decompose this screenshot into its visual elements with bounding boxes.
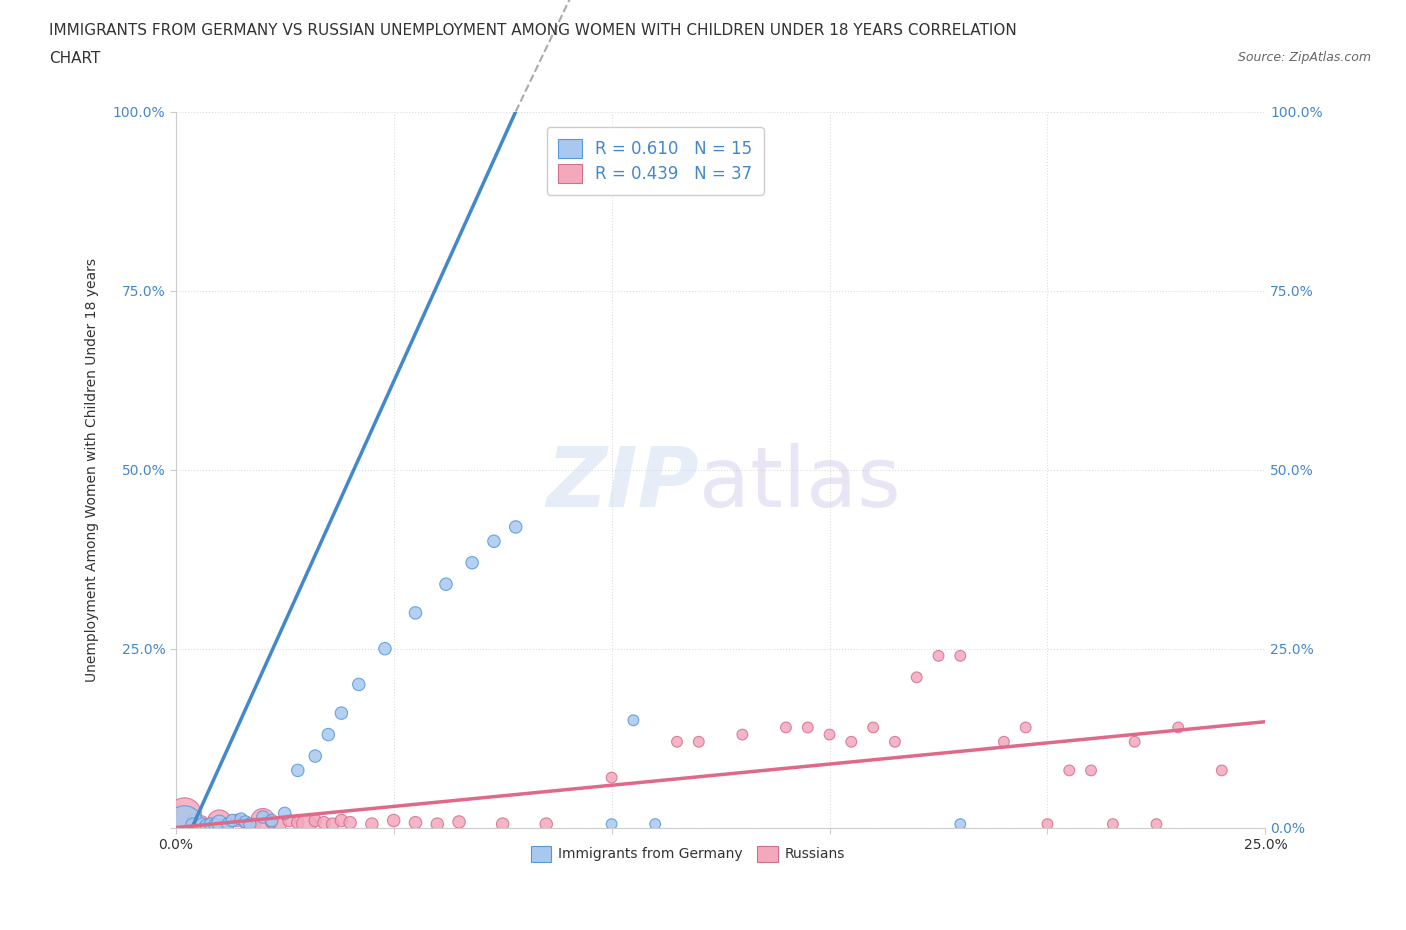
Point [1102, 817, 1125, 831]
Point [482, 534, 505, 549]
Point [204, 817, 226, 832]
Point [993, 735, 1015, 750]
Point [217, 817, 239, 831]
Point [1015, 720, 1038, 735]
Point [688, 735, 710, 750]
Point [600, 817, 623, 831]
Point [295, 817, 318, 831]
Point [208, 815, 231, 830]
Point [181, 818, 204, 833]
Point [347, 677, 370, 692]
Point [492, 817, 515, 831]
Point [304, 749, 326, 764]
Text: CHART: CHART [49, 51, 101, 66]
Point [534, 817, 557, 831]
Point [287, 816, 309, 830]
Text: atlas: atlas [699, 444, 900, 525]
Point [231, 812, 253, 827]
Point [252, 809, 274, 824]
Point [447, 815, 470, 830]
Point [621, 712, 644, 727]
Point [181, 813, 204, 828]
Point [195, 818, 218, 833]
Legend: Immigrants from Germany, Russians: Immigrants from Germany, Russians [524, 840, 851, 868]
Point [304, 813, 326, 828]
Point [775, 720, 797, 735]
Point [1167, 720, 1189, 735]
Point [405, 816, 427, 830]
Point [461, 555, 484, 570]
Point [235, 815, 257, 830]
Point [949, 817, 972, 831]
Point [191, 817, 214, 831]
Point [260, 813, 283, 828]
Point [200, 817, 222, 831]
Point [405, 605, 427, 620]
Point [252, 813, 274, 828]
Point [287, 763, 309, 777]
Point [360, 817, 382, 831]
Point [382, 813, 405, 828]
Point [1036, 817, 1059, 831]
Point [318, 727, 340, 742]
Point [884, 735, 907, 750]
Y-axis label: Unemployment Among Women with Children Under 18 years: Unemployment Among Women with Children U… [84, 258, 98, 682]
Point [278, 813, 301, 828]
Point [173, 807, 195, 822]
Point [644, 817, 666, 831]
Text: ZIP: ZIP [546, 444, 699, 525]
Point [426, 817, 449, 831]
Point [1144, 817, 1167, 831]
Point [928, 648, 950, 663]
Point [1057, 763, 1080, 777]
Point [1211, 763, 1233, 777]
Point [1080, 763, 1102, 777]
Point [322, 817, 344, 831]
Point [796, 720, 818, 735]
Point [239, 817, 262, 831]
Text: Source: ZipAtlas.com: Source: ZipAtlas.com [1237, 51, 1371, 64]
Point [1123, 735, 1146, 750]
Point [208, 816, 231, 830]
Point [173, 817, 195, 831]
Point [274, 806, 297, 821]
Point [434, 577, 457, 591]
Point [221, 813, 243, 828]
Point [841, 735, 863, 750]
Point [235, 816, 257, 830]
Point [191, 815, 214, 830]
Point [330, 813, 353, 828]
Point [339, 816, 361, 830]
Point [243, 817, 266, 831]
Point [600, 770, 623, 785]
Point [862, 720, 884, 735]
Point [949, 648, 972, 663]
Point [905, 670, 928, 684]
Point [260, 815, 283, 830]
Point [269, 817, 291, 831]
Point [731, 727, 754, 742]
Point [666, 735, 689, 750]
Point [217, 817, 239, 831]
Point [225, 813, 247, 828]
Text: IMMIGRANTS FROM GERMANY VS RUSSIAN UNEMPLOYMENT AMONG WOMEN WITH CHILDREN UNDER : IMMIGRANTS FROM GERMANY VS RUSSIAN UNEMP… [49, 23, 1017, 38]
Point [200, 817, 222, 831]
Point [505, 520, 527, 535]
Point [374, 642, 396, 657]
Point [330, 706, 353, 721]
Point [818, 727, 841, 742]
Point [312, 816, 335, 830]
